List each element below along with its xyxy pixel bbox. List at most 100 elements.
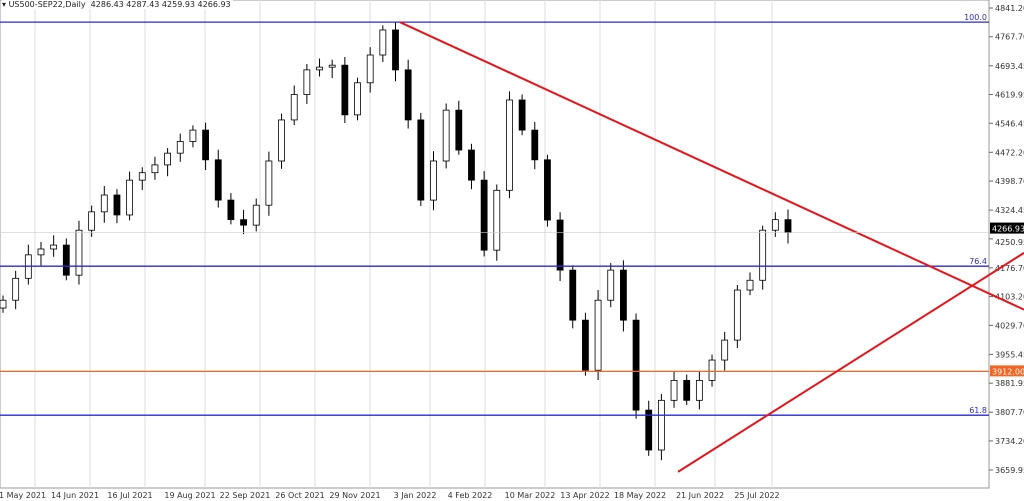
candle xyxy=(784,219,792,233)
candle xyxy=(37,248,45,256)
x-tick-label: 21 Jun 2022 xyxy=(676,491,724,500)
candle xyxy=(75,229,83,276)
level-price-label: 3912.00 xyxy=(992,367,1024,376)
candle xyxy=(506,99,513,191)
candle xyxy=(759,229,767,281)
candle xyxy=(316,66,323,71)
fib-level-label: 61.8 xyxy=(969,406,987,415)
candle xyxy=(341,64,349,116)
fib-level-label: 100.0 xyxy=(964,13,987,22)
y-tick-label: 3659.95 xyxy=(995,466,1024,475)
candle xyxy=(138,172,146,181)
y-tick-label: 4103.20 xyxy=(995,293,1024,302)
candle xyxy=(113,194,121,216)
candle xyxy=(392,29,399,71)
candle xyxy=(582,319,589,371)
y-tick-label: 4619.95 xyxy=(995,91,1024,100)
candle xyxy=(518,99,526,131)
x-tick-label: 4 Feb 2022 xyxy=(448,491,493,500)
y-tick-label: 3734.20 xyxy=(995,437,1024,446)
candle xyxy=(240,219,247,226)
candle xyxy=(252,204,260,226)
candle xyxy=(404,69,412,121)
y-tick-label: 4546.45 xyxy=(995,119,1024,128)
triangle-down-icon[interactable]: ▾ xyxy=(2,0,7,9)
candle xyxy=(670,379,678,401)
candle xyxy=(493,189,501,251)
candle xyxy=(594,299,602,371)
candle xyxy=(468,149,475,181)
candle xyxy=(202,129,209,161)
candle xyxy=(214,159,222,201)
candle xyxy=(695,379,703,401)
y-tick-label: 4398.70 xyxy=(995,177,1024,186)
y-tick-label: 3807.70 xyxy=(995,408,1024,417)
x-tick-label: 25 Jul 2022 xyxy=(734,491,779,500)
candle xyxy=(771,219,779,231)
candle xyxy=(88,211,96,231)
candle xyxy=(176,141,184,154)
candle xyxy=(227,199,235,221)
y-tick-label: 4767.70 xyxy=(995,33,1024,42)
fib-level-label: 76.4 xyxy=(969,257,987,266)
candle xyxy=(354,82,361,116)
candle xyxy=(290,94,298,121)
y-tick-label: 4176.70 xyxy=(995,264,1024,273)
x-tick-label: 16 Jul 2021 xyxy=(107,491,152,500)
symbol-label: US500-SEP22,Daily xyxy=(8,0,86,9)
y-tick-label: 3881.95 xyxy=(995,379,1024,388)
candle xyxy=(721,339,729,361)
candle xyxy=(480,179,488,251)
candle xyxy=(607,269,615,301)
x-tick-label: 18 May 2022 xyxy=(614,491,666,500)
candle xyxy=(62,244,70,276)
candle xyxy=(379,29,387,56)
candle xyxy=(632,319,640,411)
x-tick-label: 13 Apr 2022 xyxy=(560,491,609,500)
x-tick-label: 19 Aug 2021 xyxy=(164,491,215,500)
last-price-tag xyxy=(990,222,1024,234)
ohlc-values: 4286.43 4287.43 4259.93 4266.93 xyxy=(90,0,231,9)
candle xyxy=(12,277,20,301)
last-price-label: 4266.93 xyxy=(992,225,1024,234)
candle xyxy=(328,64,336,68)
x-tick-label: 22 Sep 2021 xyxy=(220,491,271,500)
chart-header: ▾ US500-SEP22,Daily 4286.43 4287.43 4259… xyxy=(2,0,233,9)
candle xyxy=(620,269,627,321)
candle xyxy=(455,109,463,151)
candle xyxy=(100,194,108,213)
candle xyxy=(278,119,285,162)
candle xyxy=(569,269,577,321)
x-tick-label: 29 Nov 2021 xyxy=(329,491,380,500)
x-tick-label: 10 Mar 2022 xyxy=(505,491,556,500)
y-tick-label: 4324.45 xyxy=(995,206,1024,215)
candle xyxy=(683,379,691,401)
candle xyxy=(657,399,665,451)
y-tick-label: 4472.20 xyxy=(995,148,1024,157)
candle xyxy=(50,244,58,250)
candle xyxy=(0,299,7,309)
candle xyxy=(442,109,450,162)
x-tick-label: 26 Oct 2021 xyxy=(275,491,324,500)
candle xyxy=(366,54,374,84)
candle xyxy=(164,152,171,166)
candle xyxy=(645,409,653,451)
candle xyxy=(417,119,425,201)
y-tick-label: 4029.70 xyxy=(995,321,1024,330)
candle xyxy=(303,69,311,95)
candle xyxy=(708,359,716,381)
x-tick-label: 11 May 2021 xyxy=(0,491,46,500)
trendline-upper xyxy=(399,21,1024,311)
candle xyxy=(430,160,437,201)
candle xyxy=(544,159,551,221)
y-tick-label: 4250.95 xyxy=(995,238,1024,247)
trendline-lower xyxy=(677,252,1024,473)
candle xyxy=(733,289,741,341)
candle xyxy=(556,219,564,271)
y-tick-label: 4693.45 xyxy=(995,62,1024,71)
x-tick-label: 3 Jan 2022 xyxy=(394,491,437,500)
candle xyxy=(265,160,273,206)
candle xyxy=(746,279,754,291)
